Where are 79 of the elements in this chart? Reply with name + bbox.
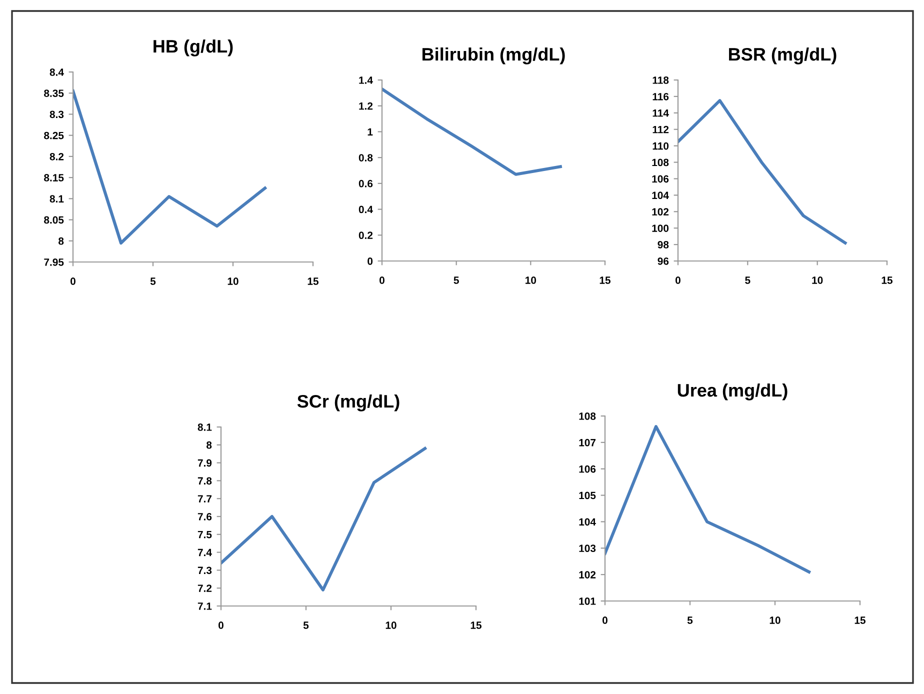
- x-tick-label: 10: [526, 276, 536, 284]
- y-tick-label: 107: [579, 438, 596, 446]
- y-tick-label: 7.8: [198, 477, 212, 485]
- x-tick-label: 10: [386, 622, 396, 629]
- x-tick-label: 15: [308, 278, 319, 285]
- y-tick-label: 118: [652, 76, 669, 84]
- x-tick-label: 15: [470, 622, 482, 629]
- y-tick-label: 0.8: [358, 154, 373, 162]
- y-tick-label: 0.2: [358, 232, 373, 240]
- y-tick-label: 116: [652, 92, 669, 100]
- line-series: [221, 446, 427, 592]
- y-tick-label: 98: [658, 241, 669, 248]
- y-tick-label: 0.4: [358, 206, 373, 214]
- y-tick-label: 8.1: [50, 195, 64, 203]
- x-tick-label: 0: [602, 616, 608, 624]
- y-tick-label: 106: [652, 175, 669, 183]
- y-tick-label: 7.1: [198, 602, 212, 610]
- y-tick-label: 8.15: [44, 174, 64, 182]
- y-tick-label: 8.05: [44, 216, 64, 224]
- y-tick-label: 7.6: [198, 513, 212, 520]
- y-tick-label: 8.1: [198, 424, 212, 431]
- y-tick-label: 108: [652, 158, 669, 166]
- y-tick-label: 103: [579, 544, 596, 552]
- y-tick-label: 0: [368, 258, 373, 265]
- line-series: [73, 89, 267, 245]
- y-tick-label: 108: [579, 412, 596, 420]
- x-tick-label: 15: [600, 276, 611, 284]
- line-series: [382, 88, 562, 176]
- y-tick-label: 7.9: [198, 459, 212, 467]
- y-tick-label: 8.2: [50, 152, 64, 160]
- y-tick-label: 102: [652, 208, 669, 216]
- y-tick-label: 114: [652, 110, 669, 117]
- y-tick-label: 110: [652, 142, 669, 150]
- y-tick-label: 7.7: [198, 495, 212, 502]
- x-tick-label: 15: [882, 276, 893, 284]
- y-tick-label: 112: [652, 126, 669, 134]
- y-tick-label: 8: [206, 441, 212, 449]
- y-tick-label: 7.5: [198, 531, 212, 538]
- x-tick-label: 0: [218, 622, 224, 629]
- chart-title: HB (g/dL): [154, 39, 233, 56]
- x-tick-label: 0: [380, 276, 384, 284]
- y-tick-label: 1.4: [359, 76, 373, 84]
- y-tick-label: 7.2: [198, 584, 212, 592]
- x-tick-label: 5: [745, 276, 750, 284]
- y-tick-label: 8.4: [50, 68, 64, 76]
- y-tick-label: 8.35: [44, 90, 64, 98]
- y-tick-label: 1: [368, 128, 373, 136]
- chart-title: Urea (mg/dL): [678, 383, 788, 400]
- y-tick-label: 7.4: [198, 548, 212, 556]
- y-tick-label: 102: [579, 571, 596, 578]
- line-series: [678, 99, 847, 244]
- chart-title: Bilirubin (mg/dL): [422, 47, 565, 64]
- x-tick-label: 5: [303, 622, 309, 629]
- y-tick-label: 100: [652, 224, 669, 232]
- x-tick-label: 5: [454, 276, 459, 284]
- y-tick-label: 7.3: [198, 566, 212, 574]
- y-tick-label: 8.25: [44, 132, 64, 140]
- y-tick-label: 106: [579, 465, 596, 473]
- y-tick-label: 96: [658, 258, 669, 265]
- y-tick-label: 1.2: [359, 102, 373, 110]
- x-tick-label: 10: [812, 276, 823, 284]
- x-tick-label: 0: [676, 276, 680, 284]
- line-series: [605, 425, 811, 574]
- y-tick-label: 101: [579, 598, 596, 605]
- y-tick-label: 8: [58, 237, 64, 245]
- y-tick-label: 7.95: [44, 258, 64, 266]
- x-tick-label: 5: [150, 278, 156, 285]
- x-tick-label: 10: [228, 278, 238, 285]
- y-tick-label: 0.6: [358, 180, 373, 188]
- x-tick-label: 10: [770, 616, 780, 624]
- x-tick-label: 15: [854, 616, 866, 624]
- x-tick-label: 5: [687, 616, 693, 624]
- y-tick-label: 104: [579, 518, 596, 526]
- y-tick-label: 104: [652, 192, 669, 200]
- chart-title: BSR (mg/dL): [729, 47, 836, 64]
- y-tick-label: 105: [579, 492, 596, 500]
- chart-title: SCr (mg/dL): [297, 394, 400, 412]
- x-tick-label: 0: [70, 278, 76, 285]
- y-tick-label: 8.3: [50, 110, 64, 118]
